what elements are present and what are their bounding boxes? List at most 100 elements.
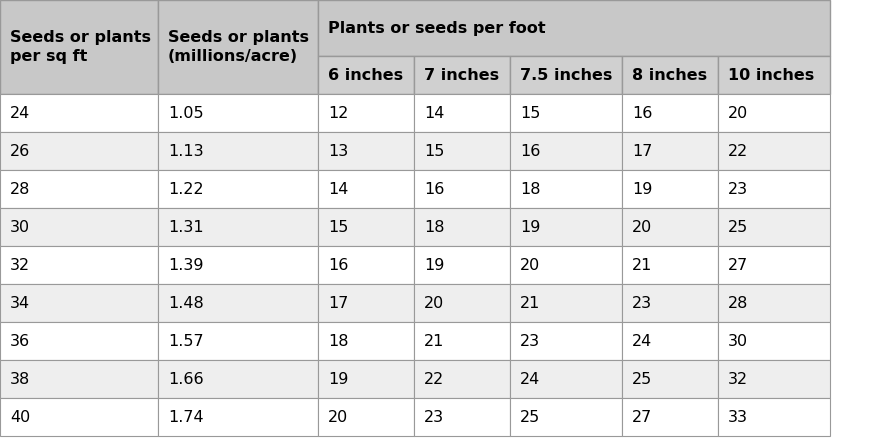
Text: 27: 27 xyxy=(632,410,653,425)
Text: 14: 14 xyxy=(424,105,445,120)
Bar xyxy=(158,284,318,322)
Text: 25: 25 xyxy=(728,220,748,235)
Bar xyxy=(158,246,318,284)
Text: 21: 21 xyxy=(424,333,445,348)
Text: 38: 38 xyxy=(10,371,30,386)
Text: 21: 21 xyxy=(520,295,541,310)
Text: 16: 16 xyxy=(424,182,445,197)
Text: 28: 28 xyxy=(728,295,748,310)
Bar xyxy=(0,208,158,246)
Text: 10 inches: 10 inches xyxy=(728,67,814,82)
Text: 15: 15 xyxy=(520,105,541,120)
Text: 20: 20 xyxy=(520,258,541,273)
Bar xyxy=(0,0,158,94)
Bar xyxy=(158,0,318,94)
Bar xyxy=(718,208,830,246)
Bar xyxy=(318,170,414,208)
Bar xyxy=(414,360,510,398)
Text: 24: 24 xyxy=(10,105,30,120)
Bar xyxy=(510,398,622,436)
Bar xyxy=(158,208,318,246)
Bar xyxy=(414,398,510,436)
Text: 14: 14 xyxy=(328,182,348,197)
Bar xyxy=(158,398,318,436)
Text: 25: 25 xyxy=(632,371,653,386)
Text: 1.05: 1.05 xyxy=(168,105,204,120)
Text: 33: 33 xyxy=(728,410,748,425)
Bar xyxy=(318,398,414,436)
Text: 22: 22 xyxy=(728,143,748,158)
Bar xyxy=(718,170,830,208)
Text: 34: 34 xyxy=(10,295,30,310)
Bar xyxy=(718,284,830,322)
Bar xyxy=(622,170,718,208)
Text: 36: 36 xyxy=(10,333,30,348)
Bar xyxy=(718,360,830,398)
Text: 20: 20 xyxy=(424,295,445,310)
Text: Plants or seeds per foot: Plants or seeds per foot xyxy=(328,20,546,35)
Text: 1.13: 1.13 xyxy=(168,143,204,158)
Bar xyxy=(318,208,414,246)
Bar xyxy=(414,94,510,132)
Bar xyxy=(414,170,510,208)
Text: 12: 12 xyxy=(328,105,348,120)
Bar xyxy=(510,246,622,284)
Bar xyxy=(718,94,830,132)
Text: 6 inches: 6 inches xyxy=(328,67,403,82)
Text: 32: 32 xyxy=(10,258,30,273)
Bar xyxy=(622,246,718,284)
Text: 19: 19 xyxy=(520,220,541,235)
Bar xyxy=(510,56,622,94)
Text: 13: 13 xyxy=(328,143,348,158)
Bar xyxy=(414,56,510,94)
Text: 27: 27 xyxy=(728,258,748,273)
Bar xyxy=(318,322,414,360)
Bar xyxy=(718,398,830,436)
Text: 25: 25 xyxy=(520,410,541,425)
Text: Seeds or plants
(millions/acre): Seeds or plants (millions/acre) xyxy=(168,30,309,64)
Bar xyxy=(414,208,510,246)
Text: 23: 23 xyxy=(728,182,748,197)
Bar xyxy=(510,94,622,132)
Text: 7 inches: 7 inches xyxy=(424,67,499,82)
Bar xyxy=(0,360,158,398)
Bar xyxy=(622,398,718,436)
Text: 23: 23 xyxy=(520,333,540,348)
Text: 30: 30 xyxy=(10,220,30,235)
Text: 18: 18 xyxy=(328,333,348,348)
Bar xyxy=(718,322,830,360)
Text: 1.48: 1.48 xyxy=(168,295,204,310)
Bar xyxy=(510,322,622,360)
Text: 28: 28 xyxy=(10,182,30,197)
Bar xyxy=(318,284,414,322)
Bar xyxy=(414,284,510,322)
Bar xyxy=(414,322,510,360)
Bar xyxy=(718,132,830,170)
Bar xyxy=(622,94,718,132)
Text: 1.39: 1.39 xyxy=(168,258,204,273)
Text: 8 inches: 8 inches xyxy=(632,67,707,82)
Text: 15: 15 xyxy=(424,143,445,158)
Text: 18: 18 xyxy=(424,220,445,235)
Bar xyxy=(510,284,622,322)
Bar xyxy=(318,94,414,132)
Text: 26: 26 xyxy=(10,143,30,158)
Text: 1.22: 1.22 xyxy=(168,182,204,197)
Bar xyxy=(718,56,830,94)
Text: 1.74: 1.74 xyxy=(168,410,204,425)
Bar xyxy=(510,208,622,246)
Text: 1.66: 1.66 xyxy=(168,371,204,386)
Bar xyxy=(158,170,318,208)
Bar xyxy=(622,360,718,398)
Text: 19: 19 xyxy=(424,258,445,273)
Text: Seeds or plants
per sq ft: Seeds or plants per sq ft xyxy=(10,30,151,64)
Text: 24: 24 xyxy=(520,371,541,386)
Bar xyxy=(0,170,158,208)
Bar xyxy=(318,132,414,170)
Text: 30: 30 xyxy=(728,333,748,348)
Text: 17: 17 xyxy=(632,143,653,158)
Bar xyxy=(622,322,718,360)
Text: 17: 17 xyxy=(328,295,348,310)
Text: 23: 23 xyxy=(424,410,445,425)
Text: 1.31: 1.31 xyxy=(168,220,204,235)
